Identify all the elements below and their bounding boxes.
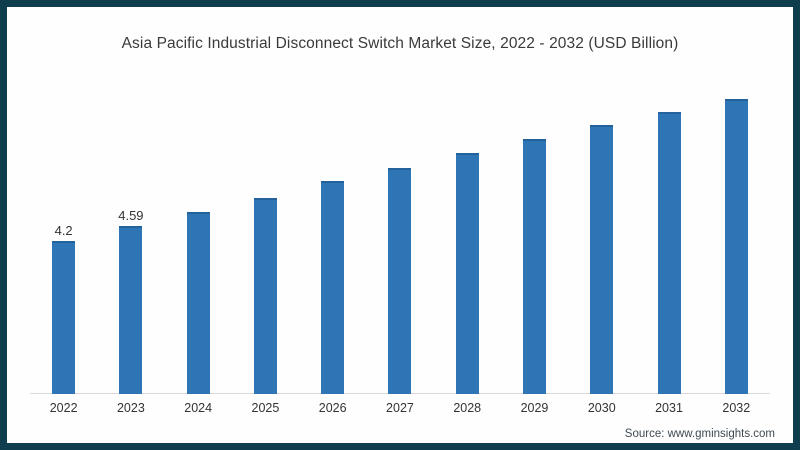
- bar-2025: [253, 198, 277, 394]
- bar-2022: [52, 240, 76, 394]
- bar-column-2027: [366, 167, 433, 394]
- bar-column-2022: 4.2: [30, 224, 97, 394]
- bar-2027: [388, 167, 412, 394]
- x-tick-label-2027: 2027: [386, 401, 414, 415]
- chart-title: Asia Pacific Industrial Disconnect Switc…: [121, 35, 679, 52]
- bar-2031: [657, 111, 681, 394]
- bar-column-2030: [568, 125, 635, 394]
- bar-value-label: 4.2: [54, 222, 73, 238]
- bar-column-2026: [299, 181, 366, 394]
- bar-column-2031: [635, 111, 702, 394]
- bar-2026: [321, 181, 345, 394]
- x-tick-label-2025: 2025: [251, 401, 280, 415]
- bar-2030: [590, 125, 614, 394]
- bars-container: 4.2 4.59: [30, 74, 770, 394]
- x-tick-label-2029: 2029: [520, 401, 549, 415]
- x-tick-label-2022: 2022: [49, 401, 78, 415]
- bar-column-2024: [165, 211, 232, 394]
- x-tick-label-2031: 2031: [655, 401, 683, 415]
- bar-column-2028: [434, 153, 501, 394]
- x-tick-label-2023: 2023: [116, 401, 145, 415]
- bar-2032: [724, 99, 748, 394]
- x-tick-label-2030: 2030: [587, 401, 616, 415]
- bar-2029: [522, 139, 546, 394]
- bar-column-2025: [232, 198, 299, 394]
- bar-column-2029: [501, 139, 568, 394]
- bar-2028: [455, 153, 479, 394]
- x-tick-label-2026: 2026: [318, 401, 347, 415]
- x-tick-label-2028: 2028: [453, 401, 482, 415]
- bar-value-label: 4.59: [118, 208, 144, 224]
- x-tick-label-2024: 2024: [184, 401, 213, 415]
- x-axis-tick-labels: 2022 2023 2024 2025 2026 2027 2028 2029 2030 2031…: [30, 401, 770, 415]
- bar-2023: [119, 226, 143, 394]
- bar-column-2023: 4.59: [97, 209, 164, 394]
- source-attribution: Source: www.gminsights.com: [624, 428, 775, 440]
- x-tick-label-2032: 2032: [722, 401, 751, 415]
- bar-column-2032: [703, 99, 770, 394]
- bar-2024: [186, 211, 210, 394]
